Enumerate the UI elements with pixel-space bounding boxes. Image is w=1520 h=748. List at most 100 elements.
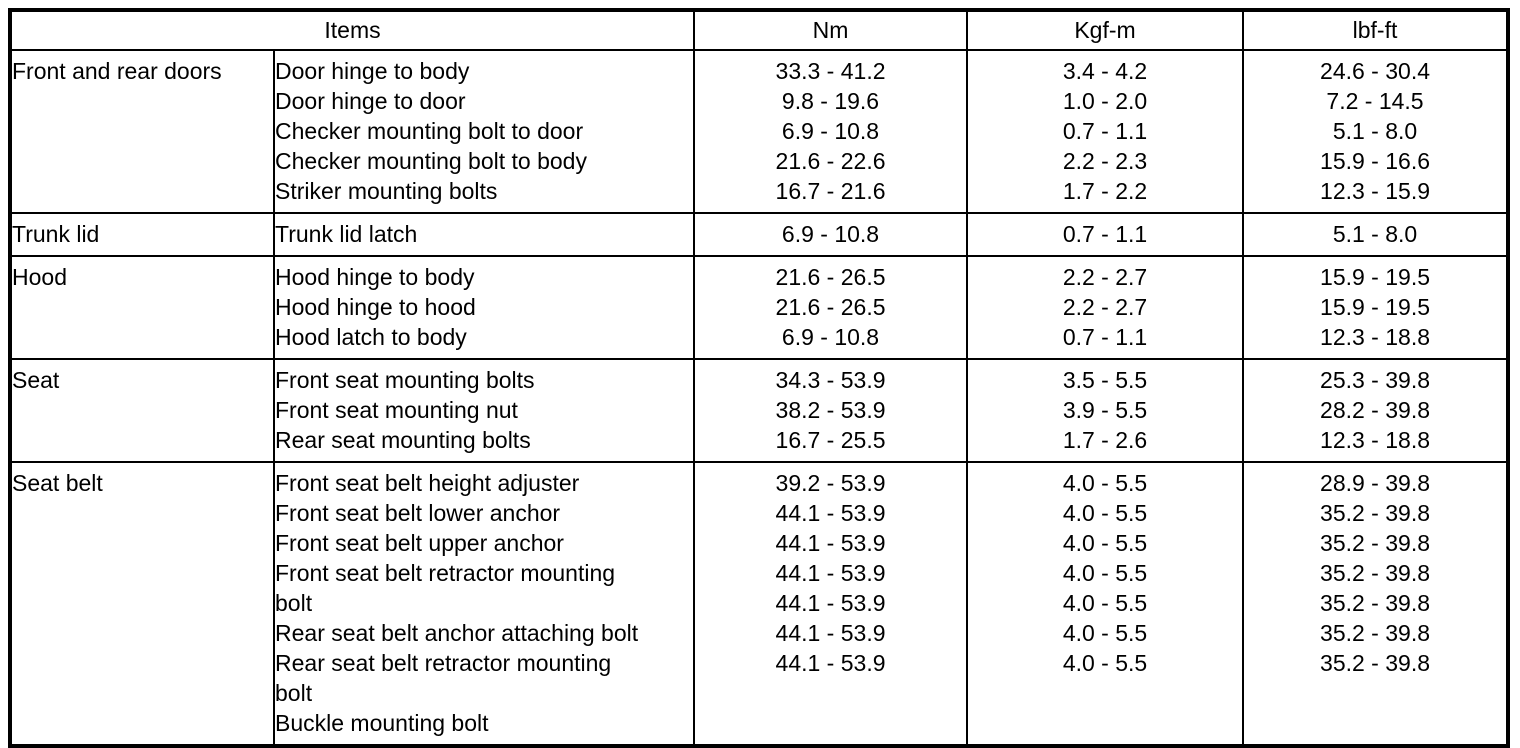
- nm-value-cell: 34.3 - 53.9 38.2 - 53.9 16.7 - 25.5: [693, 358, 969, 463]
- nm-value-cell-line: 21.6 - 26.5: [775, 264, 886, 290]
- item-cell-line: Striker mounting bolts: [275, 178, 498, 204]
- nm-value-cell-line: 38.2 - 53.9: [775, 397, 886, 423]
- lbf-ft-value-cell-line: 35.2 - 39.8: [1320, 590, 1430, 616]
- kgf-m-value-cell-line: 0.7 - 1.1: [1062, 324, 1148, 350]
- item-cell-line: Front seat belt upper anchor: [275, 530, 564, 556]
- table-row: Trunk lid Trunk lid latch 6.9 - 10.8 0.7 - …: [9, 212, 1510, 257]
- lbf-ft-value-cell-line: 15.9 - 19.5: [1320, 264, 1430, 290]
- table-body: Front and rear doors Door hinge to body Do…: [9, 49, 1510, 747]
- nm-value-cell-line: 6.9 - 10.8: [781, 221, 880, 247]
- kgf-m-value-cell-line: 4.0 - 5.5: [1062, 530, 1148, 556]
- kgf-m-value-cell-line: 4.0 - 5.5: [1062, 650, 1148, 676]
- lbf-ft-value-cell-line: 12.3 - 18.8: [1320, 324, 1430, 350]
- nm-value-cell: 6.9 - 10.8: [693, 212, 969, 257]
- item-cell-line: Door hinge to body: [275, 58, 470, 84]
- column-header-lbf-ft: lbf-ft: [1242, 9, 1510, 51]
- lbf-ft-value-cell-line: 25.3 - 39.8: [1320, 367, 1430, 393]
- kgf-m-value-cell: 3.4 - 4.2 1.0 - 2.0 0.7 - 1.1 2.2 - 2.3 1.7 …: [966, 49, 1245, 214]
- nm-value-cell: 33.3 - 41.2 9.8 - 19.6 6.9 - 10.8 21.6 - 22…: [693, 49, 969, 214]
- lbf-ft-value-cell-line: 35.2 - 39.8: [1320, 530, 1430, 556]
- nm-value-cell: 21.6 - 26.5 21.6 - 26.5 6.9 - 10.8: [693, 255, 969, 360]
- item-cell-line: Checker mounting bolt to body: [275, 148, 587, 174]
- item-cell-line: Hood latch to body: [275, 324, 467, 350]
- lbf-ft-value-cell-line: 28.9 - 39.8: [1320, 470, 1430, 496]
- category-cell-line: Front and rear doors: [12, 58, 222, 84]
- lbf-ft-value-cell: 24.6 - 30.4 7.2 - 14.5 5.1 - 8.0 15.9 - 16.…: [1242, 49, 1510, 214]
- item-cell: Hood hinge to body Hood hinge to hood Hood…: [272, 255, 696, 360]
- category-cell: Trunk lid: [9, 212, 275, 257]
- item-cell-line: Door hinge to door: [275, 88, 466, 114]
- kgf-m-value-cell-line: 2.2 - 2.7: [1062, 264, 1148, 290]
- category-cell: Seat: [9, 358, 275, 463]
- category-cell-line: Seat: [12, 367, 60, 393]
- kgf-m-value-cell-line: 1.7 - 2.6: [1062, 427, 1148, 453]
- table-row: Seat belt Front seat belt height adjuster…: [9, 461, 1510, 747]
- category-cell-line: Trunk lid: [12, 221, 100, 247]
- lbf-ft-value-cell-line: 35.2 - 39.8: [1320, 650, 1430, 676]
- kgf-m-value-cell-line: 3.5 - 5.5: [1062, 367, 1148, 393]
- item-cell-line: Front seat mounting bolts: [275, 367, 535, 393]
- lbf-ft-value-cell: 15.9 - 19.5 15.9 - 19.5 12.3 - 18.8: [1242, 255, 1510, 360]
- nm-value-cell: 39.2 - 53.9 44.1 - 53.9 44.1 - 53.9 44.1 - …: [693, 461, 969, 747]
- item-cell-line: Rear seat belt retractor mounting: [275, 650, 612, 676]
- lbf-ft-value-cell-line: 15.9 - 19.5: [1320, 294, 1430, 320]
- nm-value-cell-line: 44.1 - 53.9: [775, 650, 886, 676]
- kgf-m-value-cell-line: 4.0 - 5.5: [1062, 560, 1148, 586]
- item-cell-line: Front seat belt height adjuster: [275, 470, 580, 496]
- item-cell: Front seat belt height adjuster Front sea…: [272, 461, 696, 747]
- lbf-ft-value-cell-line: 24.6 - 30.4: [1320, 58, 1430, 84]
- table-row: Seat Front seat mounting bolts Front seat …: [9, 358, 1510, 463]
- item-cell-line: Front seat belt retractor mounting: [275, 560, 616, 586]
- lbf-ft-value-cell-line: 35.2 - 39.8: [1320, 500, 1430, 526]
- nm-value-cell-line: 44.1 - 53.9: [775, 560, 886, 586]
- nm-value-cell-line: 16.7 - 21.6: [775, 178, 886, 204]
- nm-value-cell-line: 44.1 - 53.9: [775, 590, 886, 616]
- nm-value-cell-line: 33.3 - 41.2: [775, 58, 886, 84]
- column-header-nm: Nm: [693, 9, 969, 51]
- lbf-ft-value-cell-line: 28.2 - 39.8: [1320, 397, 1430, 423]
- lbf-ft-value-cell: 5.1 - 8.0: [1242, 212, 1510, 257]
- item-cell: Front seat mounting bolts Front seat moun…: [272, 358, 696, 463]
- table-header: Items Nm Kgf-m lbf-ft: [8, 9, 1510, 51]
- kgf-m-value-cell-line: 3.9 - 5.5: [1062, 397, 1148, 423]
- kgf-m-value-cell: 4.0 - 5.5 4.0 - 5.5 4.0 - 5.5 4.0 - 5.5 4.0 …: [966, 461, 1245, 747]
- lbf-ft-value-cell: 25.3 - 39.8 28.2 - 39.8 12.3 - 18.8: [1242, 358, 1510, 463]
- item-cell: Door hinge to body Door hinge to door Chec…: [272, 49, 696, 214]
- item-cell-line: Front seat belt lower anchor: [275, 500, 561, 526]
- category-cell: Front and rear doors: [9, 49, 275, 214]
- nm-value-cell-line: 44.1 - 53.9: [775, 620, 886, 646]
- torque-spec-table: Items Nm Kgf-m lbf-ft Front and rear doo…: [8, 8, 1511, 748]
- item-cell: Trunk lid latch: [272, 212, 696, 257]
- kgf-m-value-cell-line: 4.0 - 5.5: [1062, 470, 1148, 496]
- nm-value-cell-line: 21.6 - 22.6: [775, 148, 886, 174]
- category-cell: Seat belt: [9, 461, 275, 747]
- nm-value-cell-line: 39.2 - 53.9: [775, 470, 886, 496]
- kgf-m-value-cell-line: 2.2 - 2.7: [1062, 294, 1148, 320]
- nm-value-cell-line: 44.1 - 53.9: [775, 530, 886, 556]
- kgf-m-value-cell-line: 4.0 - 5.5: [1062, 590, 1148, 616]
- kgf-m-value-cell-line: 4.0 - 5.5: [1062, 500, 1148, 526]
- lbf-ft-value-cell-line: 35.2 - 39.8: [1320, 560, 1430, 586]
- item-cell-line: Trunk lid latch: [275, 221, 418, 247]
- item-cell-line: Checker mounting bolt to door: [275, 118, 584, 144]
- kgf-m-value-cell-line: 2.2 - 2.3: [1062, 148, 1148, 174]
- column-header-kgf-m: Kgf-m: [966, 9, 1245, 51]
- nm-value-cell-line: 16.7 - 25.5: [775, 427, 886, 453]
- item-cell-line: bolt: [275, 590, 313, 616]
- kgf-m-value-cell-line: 1.7 - 2.2: [1062, 178, 1148, 204]
- item-cell-line: Front seat mounting nut: [275, 397, 518, 423]
- table-row: Front and rear doors Door hinge to body Do…: [9, 49, 1510, 214]
- item-cell-line: bolt: [275, 680, 313, 706]
- lbf-ft-value-cell-line: 5.1 - 8.0: [1332, 118, 1418, 144]
- header-row: Items Nm Kgf-m lbf-ft: [8, 9, 1510, 51]
- nm-value-cell-line: 34.3 - 53.9: [775, 367, 886, 393]
- kgf-m-value-cell-line: 0.7 - 1.1: [1062, 118, 1148, 144]
- item-cell-line: Hood hinge to body: [275, 264, 475, 290]
- lbf-ft-value-cell-line: 5.1 - 8.0: [1332, 221, 1418, 247]
- nm-value-cell-line: 44.1 - 53.9: [775, 500, 886, 526]
- lbf-ft-value-cell-line: 12.3 - 15.9: [1320, 178, 1430, 204]
- lbf-ft-value-cell-line: 35.2 - 39.8: [1320, 620, 1430, 646]
- item-cell-line: Rear seat belt anchor attaching bolt: [275, 620, 639, 646]
- kgf-m-value-cell: 2.2 - 2.7 2.2 - 2.7 0.7 - 1.1: [966, 255, 1245, 360]
